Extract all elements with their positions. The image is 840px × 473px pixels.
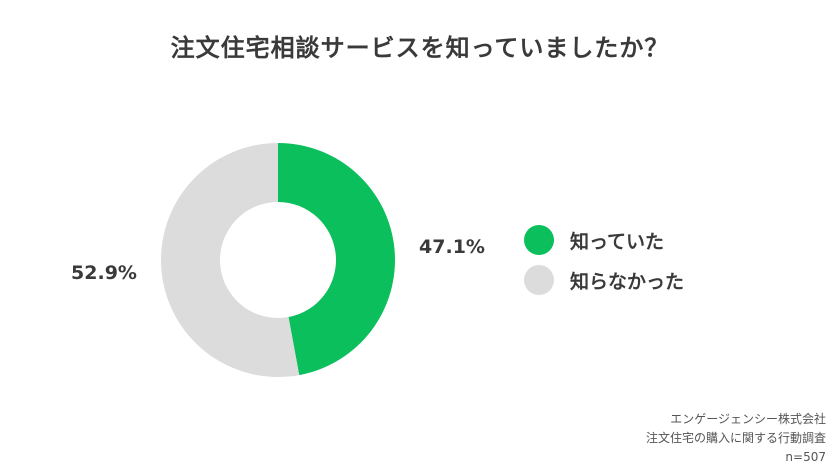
legend-item-unknown: 知らなかった xyxy=(524,264,684,296)
chart-legend: 知っていた 知らなかった xyxy=(524,224,684,304)
legend-item-known: 知っていた xyxy=(524,224,684,256)
legend-label-known: 知っていた xyxy=(570,230,665,253)
donut-slice-known xyxy=(278,143,395,376)
legend-swatch-unknown xyxy=(524,265,554,295)
donut-slice-unknown xyxy=(160,143,300,377)
value-label-unknown: 52.9% xyxy=(71,262,137,284)
legend-label-unknown: 知らなかった xyxy=(570,270,685,293)
sample-size: n=507 xyxy=(785,450,826,464)
source-note: エンゲージェンシー株式会社 注文住宅の購入に関する行動調査 n=507 xyxy=(646,410,826,467)
chart-title: 注文住宅相談サービスを知っていましたか？ xyxy=(170,34,670,62)
value-label-known: 47.1% xyxy=(419,236,485,258)
legend-swatch-known xyxy=(524,225,554,255)
source-company: エンゲージェンシー株式会社 xyxy=(670,412,826,426)
source-survey: 注文住宅の購入に関する行動調査 xyxy=(645,431,826,445)
